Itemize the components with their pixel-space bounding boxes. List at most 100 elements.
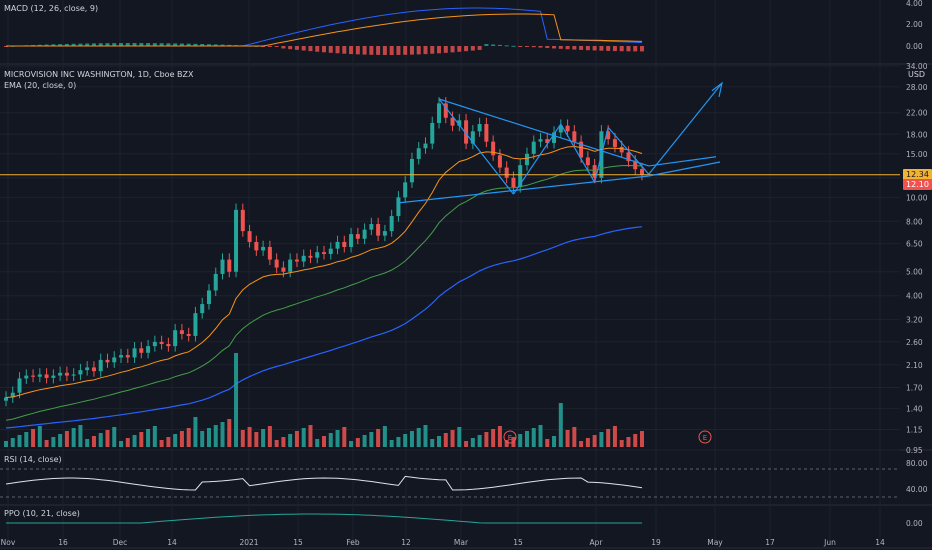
candle-body	[159, 341, 164, 345]
macd-histogram-bar	[166, 43, 171, 46]
volume-bar	[612, 426, 617, 447]
candle-body	[247, 231, 252, 242]
candle-body	[349, 234, 354, 247]
macd-pane	[4, 7, 644, 55]
ma-blue-line	[5, 226, 643, 429]
price-tick-label: 22.00	[906, 109, 928, 118]
volume-bar	[4, 441, 8, 447]
candle-body	[44, 374, 49, 378]
time-tick-label: Dec	[113, 538, 128, 547]
candle-body	[389, 216, 394, 232]
volume-bar	[504, 440, 509, 447]
volume-bar	[240, 430, 245, 447]
macd-histogram-bar	[132, 43, 137, 46]
volume-bar	[565, 430, 570, 447]
candle-body	[166, 344, 171, 347]
volume-bar	[491, 429, 496, 447]
candle-body	[328, 248, 333, 254]
ma-green-line	[5, 164, 643, 421]
candle-body	[362, 229, 367, 239]
volume-bar	[633, 434, 638, 447]
macd-histogram-bar	[640, 46, 644, 52]
volume-bar	[362, 435, 367, 447]
macd-histogram-bar	[416, 46, 421, 55]
volume-bar	[497, 426, 502, 447]
candle-body	[85, 367, 90, 371]
volume-bar	[477, 435, 482, 447]
candle-body	[585, 157, 590, 166]
volume-bar	[274, 440, 279, 447]
candle-body	[518, 165, 523, 188]
volume-bar	[301, 428, 306, 447]
volume-bar	[558, 403, 563, 447]
macd-histogram-bar	[450, 46, 455, 53]
macd-histogram-bar	[220, 44, 225, 46]
candle-body	[139, 348, 144, 353]
macd-histogram-bar	[159, 43, 164, 46]
candle-body	[619, 146, 624, 153]
time-tick-label: Mar	[454, 538, 469, 547]
macd-histogram-bar	[531, 46, 536, 48]
earnings-marker	[503, 430, 517, 444]
candle-body	[71, 374, 76, 376]
volume-bar	[234, 353, 239, 447]
candle-body	[437, 103, 442, 123]
macd-histogram-bar	[565, 46, 570, 50]
earnings-marker-label: E	[703, 434, 707, 442]
price-tick-label: 18.00	[906, 130, 928, 139]
candle-body	[98, 359, 103, 372]
rsi-legend: RSI (14, close)	[4, 455, 62, 464]
candle-body	[382, 231, 387, 236]
volume-bar	[335, 430, 340, 447]
trendline	[648, 156, 717, 167]
time-tick-label: 2021	[239, 538, 258, 547]
trendline	[607, 126, 650, 175]
time-tick-label: Apr	[590, 538, 604, 547]
candle-body	[193, 313, 198, 336]
macd-histogram-bar	[437, 46, 442, 54]
volume-bar	[369, 432, 374, 447]
volume-bar	[396, 437, 401, 447]
volume-bar	[85, 439, 90, 447]
macd-histogram-bar	[71, 43, 76, 46]
candle-body	[579, 141, 584, 158]
volume-bar	[443, 433, 448, 447]
macd-histogram-bar	[491, 44, 496, 46]
price-tick-label: 1.40	[906, 404, 923, 413]
macd-histogram-bar	[328, 46, 333, 53]
candle-body	[173, 330, 178, 347]
macd-histogram-bar	[369, 46, 374, 55]
volume-bar	[416, 428, 421, 447]
candle-body	[592, 165, 597, 178]
volume-bar	[592, 435, 597, 447]
volume-bar	[626, 437, 631, 447]
volume-bar	[545, 439, 550, 447]
volume-bar	[403, 434, 408, 447]
volume-bar	[619, 440, 624, 447]
trendline	[648, 161, 721, 177]
price-tick-label: 1.70	[906, 384, 923, 393]
candle-body	[206, 290, 211, 305]
macd-histogram-bar	[382, 46, 387, 55]
volume-bar	[457, 427, 462, 447]
macd-histogram-bar	[322, 46, 326, 53]
candle-body	[355, 234, 360, 239]
macd-histogram-bar	[612, 46, 617, 52]
macd-histogram-bar	[457, 46, 462, 52]
macd-histogram-bar	[558, 46, 563, 49]
price-tick-label: 28.00	[906, 83, 928, 92]
macd-histogram-bar	[85, 43, 90, 46]
candle-body	[423, 143, 428, 149]
macd-histogram-bar	[139, 43, 144, 46]
macd-histogram-bar	[281, 46, 286, 49]
candle-body	[504, 167, 509, 178]
time-tick-label: 15	[513, 538, 523, 547]
ppo-line	[6, 513, 642, 524]
macd-histogram-bar	[125, 43, 130, 46]
candle-body	[274, 259, 279, 268]
volume-bar	[91, 436, 96, 447]
price-tick-label: 1.15	[906, 425, 923, 434]
volume-bar	[200, 431, 205, 447]
